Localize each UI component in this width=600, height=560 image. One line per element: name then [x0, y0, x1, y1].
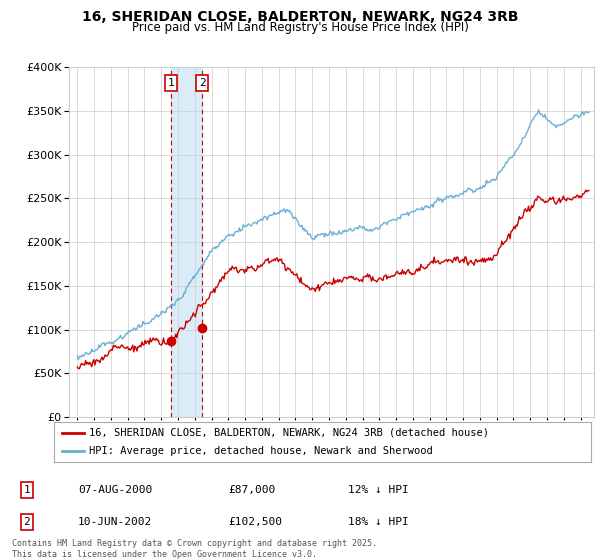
Text: 12% ↓ HPI: 12% ↓ HPI	[348, 485, 409, 495]
Bar	[171, 67, 202, 417]
Text: £102,500: £102,500	[228, 517, 282, 527]
Text: 16, SHERIDAN CLOSE, BALDERTON, NEWARK, NG24 3RB: 16, SHERIDAN CLOSE, BALDERTON, NEWARK, N…	[82, 10, 518, 24]
Text: 18% ↓ HPI: 18% ↓ HPI	[348, 517, 409, 527]
Text: Price paid vs. HM Land Registry's House Price Index (HPI): Price paid vs. HM Land Registry's House …	[131, 21, 469, 34]
Text: 1: 1	[23, 485, 31, 495]
Text: 2: 2	[199, 78, 206, 88]
Text: 16, SHERIDAN CLOSE, BALDERTON, NEWARK, NG24 3RB (detached house): 16, SHERIDAN CLOSE, BALDERTON, NEWARK, N…	[89, 428, 489, 437]
Text: 1: 1	[167, 78, 175, 88]
Text: 10-JUN-2002: 10-JUN-2002	[78, 517, 152, 527]
Text: £87,000: £87,000	[228, 485, 275, 495]
Text: Contains HM Land Registry data © Crown copyright and database right 2025.
This d: Contains HM Land Registry data © Crown c…	[12, 539, 377, 559]
Text: 07-AUG-2000: 07-AUG-2000	[78, 485, 152, 495]
Text: 2: 2	[23, 517, 31, 527]
Text: HPI: Average price, detached house, Newark and Sherwood: HPI: Average price, detached house, Newa…	[89, 446, 433, 456]
